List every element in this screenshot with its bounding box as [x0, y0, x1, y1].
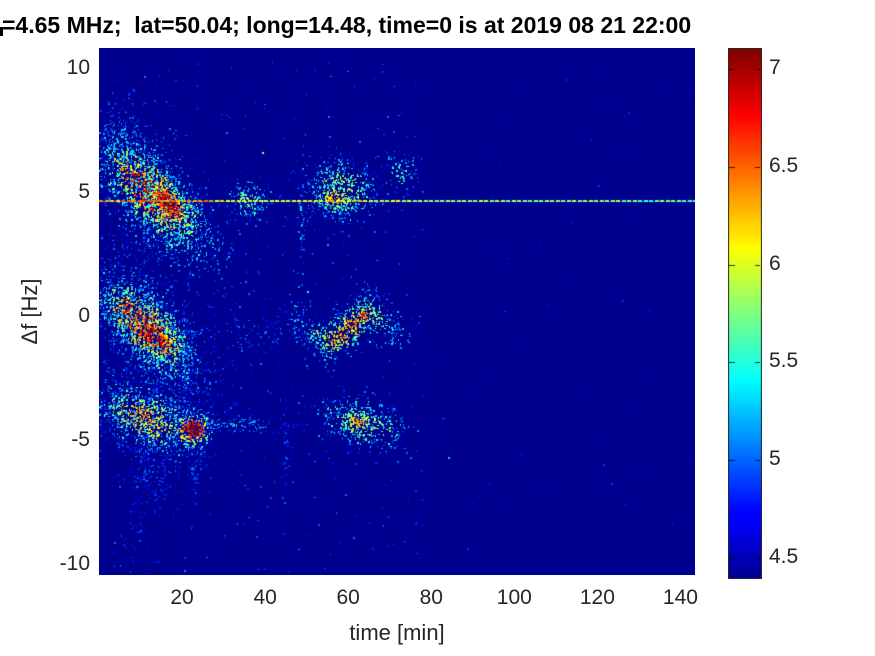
spectrogram-canvas: [99, 48, 695, 575]
x-tick-label: 100: [496, 586, 532, 609]
y-tick-label: 10: [66, 55, 90, 79]
colorbar-tick-label: 7: [769, 55, 781, 79]
colorbar-tick-label: 6.5: [769, 153, 799, 177]
x-tick-label: 20: [170, 586, 194, 609]
y-tick-label: -5: [71, 427, 90, 451]
title-clipped-character-fragment: [0, 27, 3, 36]
y-tick-label: 5: [78, 179, 90, 203]
x-tick-label: 60: [336, 586, 360, 609]
x-tick-label: 120: [579, 586, 615, 609]
x-tick-label: 40: [253, 586, 277, 609]
plot-title: =4.65 MHz; lat=50.04; long=14.48, time=0…: [2, 12, 692, 38]
y-tick-label: 0: [78, 303, 90, 327]
colorbar-tick-label: 5: [769, 447, 781, 471]
x-tick-label: 140: [662, 586, 698, 609]
colorbar-canvas: [728, 48, 762, 579]
y-axis-label: Δf [Hz]: [17, 278, 42, 345]
colorbar-tick-label: 5.5: [769, 349, 799, 373]
x-tick-label: 80: [419, 586, 443, 609]
colorbar-tick-label: 4.5: [769, 545, 799, 569]
x-axis-label: time [min]: [349, 620, 445, 645]
colorbar-tick-label: 6: [769, 251, 781, 275]
y-tick-label: -10: [59, 551, 90, 575]
